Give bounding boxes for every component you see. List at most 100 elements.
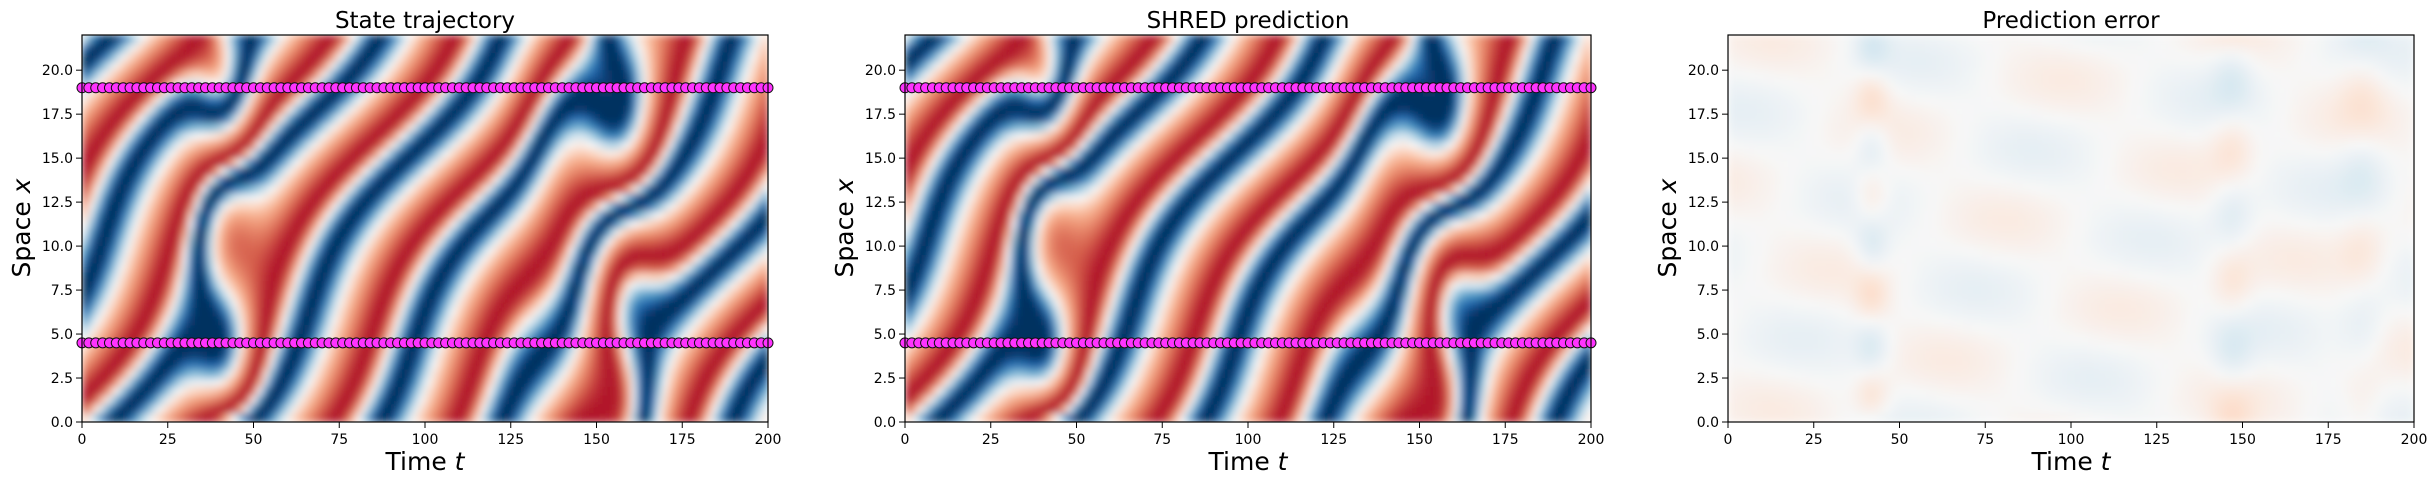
heatmap-cell <box>163 272 170 282</box>
heatmap-cell <box>568 369 576 379</box>
heatmap-cell <box>425 52 432 62</box>
heatmap-cell <box>144 360 152 370</box>
heatmap-cell <box>693 43 700 54</box>
heatmap-cell <box>524 52 532 62</box>
heatmap-cell <box>711 122 719 133</box>
heatmap-cell <box>605 122 613 133</box>
heatmap-cell <box>655 202 663 212</box>
heatmap-cell <box>630 122 638 133</box>
heatmap-cell <box>119 35 127 45</box>
heatmap-cell <box>287 193 295 203</box>
heatmap-cell <box>131 307 139 318</box>
heatmap-cell <box>437 237 445 247</box>
heatmap-cell <box>555 35 563 45</box>
heatmap-cell <box>699 228 707 238</box>
heatmap-cell <box>655 122 663 133</box>
heatmap-cell <box>643 105 651 115</box>
heatmap-cell <box>531 325 538 335</box>
heatmap-cell <box>474 219 482 230</box>
heatmap-cell <box>562 281 570 291</box>
heatmap-cell <box>269 105 276 115</box>
heatmap-cell <box>206 122 214 133</box>
heatmap-cell <box>724 149 732 159</box>
heatmap-cell <box>188 105 195 115</box>
heatmap-cell <box>250 316 258 326</box>
heatmap-cell <box>487 254 495 265</box>
heatmap-cell <box>543 386 551 397</box>
heatmap-cell <box>643 263 651 274</box>
heatmap-cell <box>580 404 588 414</box>
heatmap-cell <box>487 193 495 203</box>
heatmap-cell <box>106 61 114 71</box>
heatmap-cell <box>699 96 707 106</box>
heatmap-cell <box>318 61 326 71</box>
heatmap-cell <box>549 290 557 300</box>
heatmap-cell <box>474 210 482 221</box>
heatmap-cell <box>256 70 264 80</box>
heatmap-cell <box>119 166 127 177</box>
heatmap-cell <box>113 316 121 326</box>
heatmap-cell <box>524 290 532 300</box>
heatmap-cell <box>699 193 707 203</box>
heatmap-cell <box>568 360 576 370</box>
heatmap-cell <box>599 290 607 300</box>
heatmap-cell <box>237 210 245 221</box>
heatmap-cell <box>312 158 320 168</box>
heatmap-cell <box>88 404 96 414</box>
heatmap-cell <box>686 254 694 265</box>
heatmap-cell <box>138 237 145 247</box>
heatmap-cell <box>400 210 407 221</box>
heatmap-cell <box>693 263 700 274</box>
heatmap-cell <box>300 61 308 71</box>
heatmap-cell <box>106 202 114 212</box>
heatmap-cell <box>499 325 507 335</box>
heatmap-cell <box>281 413 289 422</box>
heatmap-cell <box>119 298 127 309</box>
heatmap-cell <box>175 52 183 62</box>
heatmap-cell <box>487 290 495 300</box>
heatmap-cell <box>686 43 694 54</box>
heatmap-cell <box>312 114 320 124</box>
heatmap-cell <box>106 43 114 54</box>
heatmap-cell <box>618 246 626 256</box>
heatmap-cell <box>181 413 189 422</box>
heatmap-cell <box>493 140 501 150</box>
heatmap-cell <box>618 360 626 370</box>
heatmap-cell <box>512 351 520 362</box>
heatmap-cell <box>487 263 495 274</box>
heatmap-cell <box>138 369 145 379</box>
heatmap-cell <box>587 131 594 142</box>
heatmap-cell <box>275 166 283 177</box>
heatmap-cell <box>718 404 725 414</box>
heatmap-cell <box>387 246 395 256</box>
heatmap-cell <box>82 114 89 124</box>
heatmap-cell <box>188 202 195 212</box>
heatmap-cell <box>225 413 233 422</box>
heatmap-cell <box>474 61 482 71</box>
heatmap-cell <box>449 202 457 212</box>
heatmap-cell <box>150 272 158 282</box>
heatmap-cell <box>568 272 576 282</box>
heatmap-cell <box>381 184 389 194</box>
heatmap-cell <box>381 316 389 326</box>
heatmap-cell <box>630 246 638 256</box>
heatmap-cell <box>730 219 738 230</box>
heatmap-cell <box>350 360 357 370</box>
heatmap-cell <box>113 281 121 291</box>
heatmap-cell <box>250 105 258 115</box>
heatmap-cell <box>400 52 407 62</box>
heatmap-cell <box>169 175 177 186</box>
heatmap-cell <box>624 175 632 186</box>
heatmap-cell <box>549 413 557 422</box>
heatmap-cell <box>668 307 676 318</box>
heatmap-cell <box>462 149 470 159</box>
heatmap-cell <box>718 96 725 106</box>
heatmap-cell <box>393 369 401 379</box>
heatmap-cell <box>275 272 283 282</box>
heatmap-cell <box>599 175 607 186</box>
heatmap-cell <box>393 413 401 422</box>
heatmap-cell <box>418 210 426 221</box>
heatmap-cell <box>181 131 189 142</box>
heatmap-cell <box>418 413 426 422</box>
heatmap-cell <box>175 404 183 414</box>
